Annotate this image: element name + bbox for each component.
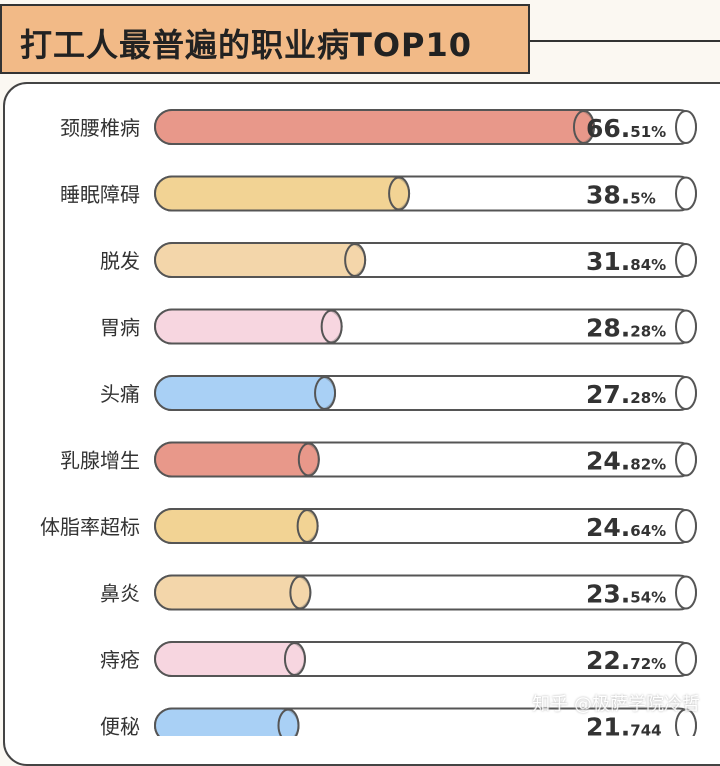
bar (154, 707, 300, 736)
category-label: 头痛 (100, 382, 140, 406)
category-label: 脱发 (100, 249, 140, 273)
track-end-cap (675, 575, 697, 610)
category-label: 痔疮 (100, 648, 140, 672)
bar-end-cap (388, 176, 411, 211)
value-label: 23.54% (586, 580, 666, 609)
bar (154, 242, 367, 278)
category-label: 体脂率超标 (40, 515, 140, 539)
value-label: 24.82% (586, 447, 666, 476)
bar (154, 375, 337, 411)
category-label: 便秘 (100, 715, 140, 737)
bar-chart: 颈腰椎病 66.51% 睡眠障碍 38.5% 脱发 31.84% 胃病 28.28% 头痛 27.… (40, 109, 697, 737)
title-rule (530, 40, 720, 42)
track-end-cap (675, 376, 697, 410)
bar (154, 109, 595, 145)
value-label: 22.72% (586, 646, 666, 675)
bar-end-cap (320, 309, 343, 344)
track-end-cap (675, 642, 697, 676)
bar (154, 441, 320, 478)
track-end-cap (675, 509, 697, 543)
track-end-cap (675, 176, 697, 211)
bar-end-cap (572, 110, 595, 144)
value-label: 27.28% (586, 380, 666, 409)
bar-end-cap (289, 575, 312, 610)
bar (154, 641, 306, 677)
watermark: 知乎 @极萨学院冷哲 (532, 694, 700, 715)
track-end-cap (675, 243, 697, 277)
bar (154, 175, 411, 212)
category-label: 颈腰椎病 (60, 116, 140, 140)
bar-end-cap (344, 243, 367, 277)
track-end-cap (675, 708, 697, 736)
bar-end-cap (277, 708, 300, 736)
value-label: 24.64% (586, 513, 666, 542)
value-label: 66.51% (586, 114, 666, 143)
value-label: 21.744 (586, 713, 662, 737)
category-label: 乳腺增生 (60, 449, 140, 473)
bar (154, 508, 319, 544)
bar-end-cap (296, 509, 319, 543)
category-label: 睡眠障碍 (60, 183, 140, 207)
chart-title: 打工人最普遍的职业病TOP10 (20, 26, 473, 64)
bar (154, 308, 343, 345)
category-label: 鼻炎 (100, 582, 140, 606)
title-bar: 打工人最普遍的职业病TOP10 (0, 4, 530, 74)
value-label: 38.5% (586, 181, 656, 210)
track-end-cap (675, 309, 697, 344)
category-label: 胃病 (100, 316, 140, 340)
value-label: 31.84% (586, 247, 666, 276)
bar-end-cap (283, 642, 306, 676)
bar (154, 574, 312, 611)
track-end-cap (675, 442, 697, 477)
bar-end-cap (314, 376, 337, 410)
value-label: 28.28% (586, 314, 666, 343)
track-end-cap (675, 110, 697, 144)
bar-end-cap (297, 442, 320, 477)
